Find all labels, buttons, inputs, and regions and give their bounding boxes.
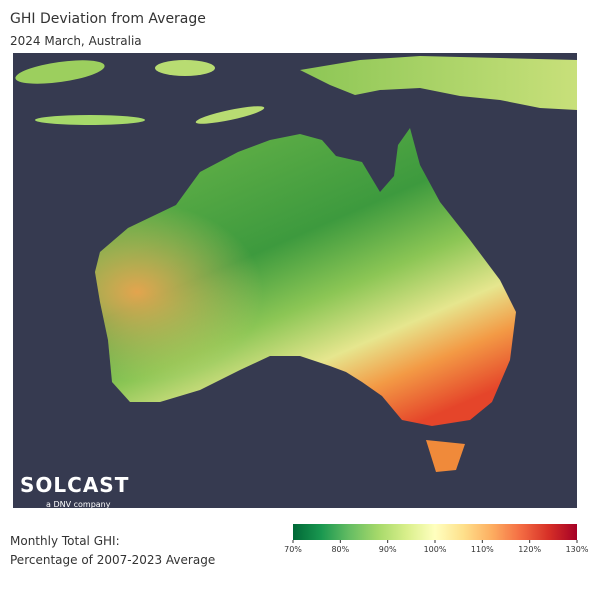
colorbar-tick-label: 110% bbox=[471, 545, 494, 554]
colorbar-tick-label: 130% bbox=[566, 545, 589, 554]
colorbar bbox=[293, 524, 577, 540]
legend-label: Monthly Total GHI: bbox=[10, 534, 120, 548]
colorbar-tick-label: 100% bbox=[424, 545, 447, 554]
title: GHI Deviation from Average bbox=[10, 11, 206, 27]
legend-label: Percentage of 2007-2023 Average bbox=[10, 553, 215, 567]
colorbar-tick-label: 90% bbox=[379, 545, 397, 554]
subtitle: 2024 March, Australia bbox=[10, 34, 142, 48]
logo-name: SOLCAST bbox=[20, 473, 129, 497]
land bbox=[15, 56, 577, 472]
colorbar-tick-label: 80% bbox=[331, 545, 349, 554]
colorbar-tick-label: 120% bbox=[518, 545, 541, 554]
colorbar-tick-label: 70% bbox=[284, 545, 302, 554]
logo-tagline: a DNV company bbox=[46, 500, 111, 509]
